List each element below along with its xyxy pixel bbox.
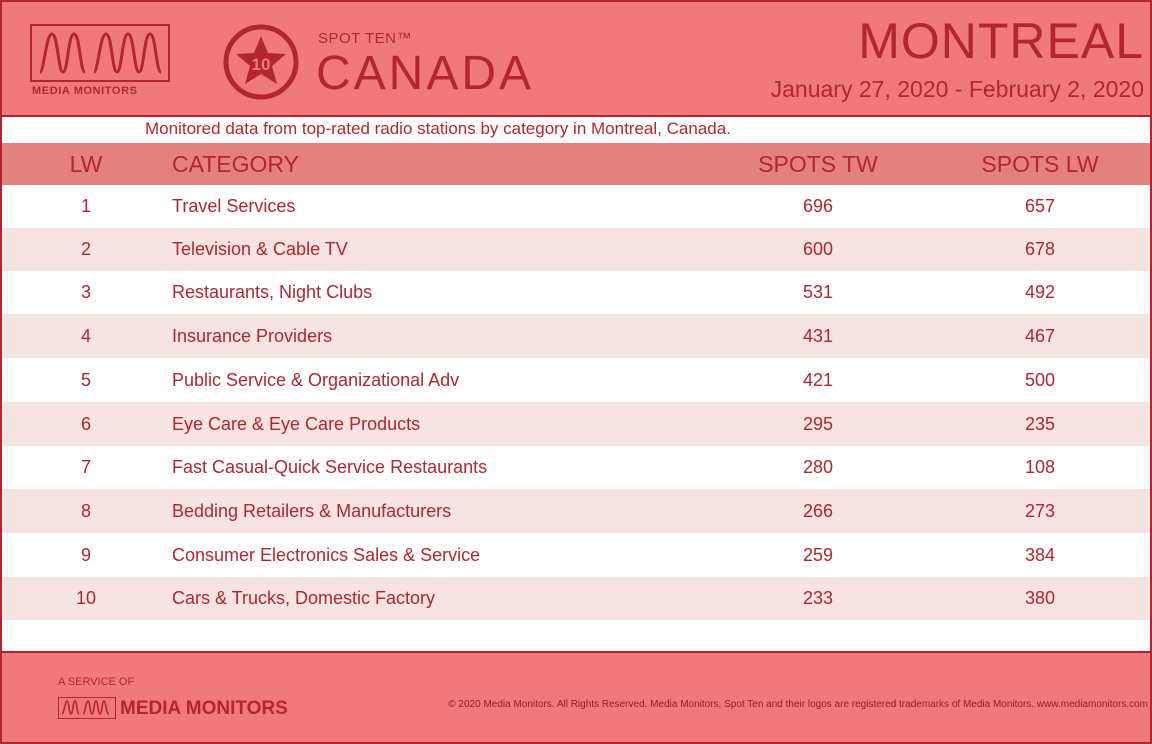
spot-ten-label: SPOT TEN™ bbox=[318, 30, 412, 47]
spots-lw-cell: 273 bbox=[1024, 500, 1056, 521]
report-subtitle: Monitored data from top-rated radio stat… bbox=[145, 119, 731, 138]
star-badge-icon: 10 bbox=[223, 24, 299, 100]
rank-cell: 6 bbox=[80, 413, 91, 434]
category-cell: Public Service & Organizational Adv bbox=[172, 369, 460, 390]
copyright-notice: © 2020 Media Monitors. All Rights Reserv… bbox=[448, 699, 1148, 710]
category-cell: Cars & Trucks, Domestic Factory bbox=[172, 588, 436, 608]
rank-cell: 3 bbox=[80, 282, 91, 302]
table-row: 6 Eye Care & Eye Care Products 295 235 bbox=[2, 402, 1150, 446]
spots-lw-cell: 380 bbox=[1024, 588, 1056, 608]
spots-tw-cell: 295 bbox=[802, 413, 834, 434]
table-row: 7 Fast Casual-Quick Service Restaurants … bbox=[2, 446, 1150, 489]
rank-cell: 7 bbox=[80, 457, 91, 477]
logo-text: MEDIA MONITORS bbox=[32, 85, 138, 97]
spots-lw-cell: 500 bbox=[1024, 369, 1056, 390]
date-range: January 27, 2020 - February 2, 2020 bbox=[770, 76, 1144, 102]
country-title: CANADA bbox=[316, 47, 535, 100]
table-row: 4 Insurance Providers 431 467 bbox=[2, 314, 1150, 358]
rank-cell: 10 bbox=[75, 588, 97, 608]
category-cell: Travel Services bbox=[172, 196, 296, 216]
category-cell: Consumer Electronics Sales & Service bbox=[172, 544, 481, 565]
table-row: 2 Television & Cable TV 600 678 bbox=[2, 228, 1150, 271]
spots-tw-cell: 421 bbox=[802, 369, 834, 390]
footer-logo-text: MEDIA MONITORS bbox=[120, 698, 288, 719]
spots-lw-cell: 108 bbox=[1024, 457, 1056, 477]
category-cell: Bedding Retailers & Manufacturers bbox=[172, 500, 452, 521]
column-header-spots-lw: SPOTS LW bbox=[981, 151, 1099, 177]
footer-banner: A SERVICE OF MEDIA MONITORS © 2020 Media… bbox=[2, 651, 1150, 742]
table-row: 5 Public Service & Organizational Adv 42… bbox=[2, 358, 1150, 402]
rank-cell: 9 bbox=[80, 544, 91, 565]
table-row: 8 Bedding Retailers & Manufacturers 266 … bbox=[2, 489, 1150, 533]
spots-tw-cell: 531 bbox=[802, 282, 834, 302]
service-label: A SERVICE OF bbox=[58, 676, 135, 688]
spots-tw-cell: 259 bbox=[802, 544, 834, 565]
category-cell: Television & Cable TV bbox=[172, 239, 348, 259]
footer-waveform-icon bbox=[58, 697, 116, 719]
spots-tw-cell: 266 bbox=[802, 500, 834, 521]
ranking-table: 1 Travel Services 696 657 2 Television &… bbox=[2, 185, 1150, 620]
column-header-category: CATEGORY bbox=[172, 151, 299, 177]
rank-cell: 8 bbox=[80, 500, 91, 521]
badge-number: 10 bbox=[252, 55, 271, 74]
spots-tw-cell: 233 bbox=[802, 588, 834, 608]
column-header-lw: LW bbox=[69, 151, 103, 177]
category-cell: Restaurants, Night Clubs bbox=[172, 282, 373, 302]
city-title: MONTREAL bbox=[858, 13, 1144, 69]
header-banner: MEDIA MONITORS 10 SPOT TEN™ CANADA MONTR… bbox=[2, 2, 1150, 117]
spots-lw-cell: 492 bbox=[1024, 282, 1056, 302]
waveform-icon bbox=[30, 24, 170, 82]
category-cell: Insurance Providers bbox=[172, 325, 333, 346]
table-row: 9 Consumer Electronics Sales & Service 2… bbox=[2, 533, 1150, 577]
spots-tw-cell: 280 bbox=[802, 457, 834, 477]
column-header-spots-tw: SPOTS TW bbox=[758, 151, 878, 177]
spots-lw-cell: 235 bbox=[1024, 413, 1056, 434]
spots-tw-cell: 600 bbox=[802, 239, 834, 259]
rank-cell: 4 bbox=[80, 325, 91, 346]
table-row: 1 Travel Services 696 657 bbox=[2, 185, 1150, 228]
rank-cell: 1 bbox=[80, 196, 91, 216]
media-monitors-logo: MEDIA MONITORS bbox=[30, 24, 172, 97]
spots-tw-cell: 431 bbox=[802, 325, 834, 346]
category-cell: Eye Care & Eye Care Products bbox=[172, 413, 421, 434]
spots-lw-cell: 467 bbox=[1024, 325, 1056, 346]
table-row: 10 Cars & Trucks, Domestic Factory 233 3… bbox=[2, 577, 1150, 620]
spots-lw-cell: 384 bbox=[1024, 544, 1056, 565]
rank-cell: 5 bbox=[80, 369, 91, 390]
spots-tw-cell: 696 bbox=[802, 196, 834, 216]
spots-lw-cell: 678 bbox=[1024, 239, 1056, 259]
table-row: 3 Restaurants, Night Clubs 531 492 bbox=[2, 271, 1150, 314]
spots-lw-cell: 657 bbox=[1024, 196, 1056, 216]
rank-cell: 2 bbox=[80, 239, 91, 259]
table-header: LW CATEGORY SPOTS TW SPOTS LW bbox=[2, 143, 1150, 185]
category-cell: Fast Casual-Quick Service Restaurants bbox=[172, 457, 488, 477]
